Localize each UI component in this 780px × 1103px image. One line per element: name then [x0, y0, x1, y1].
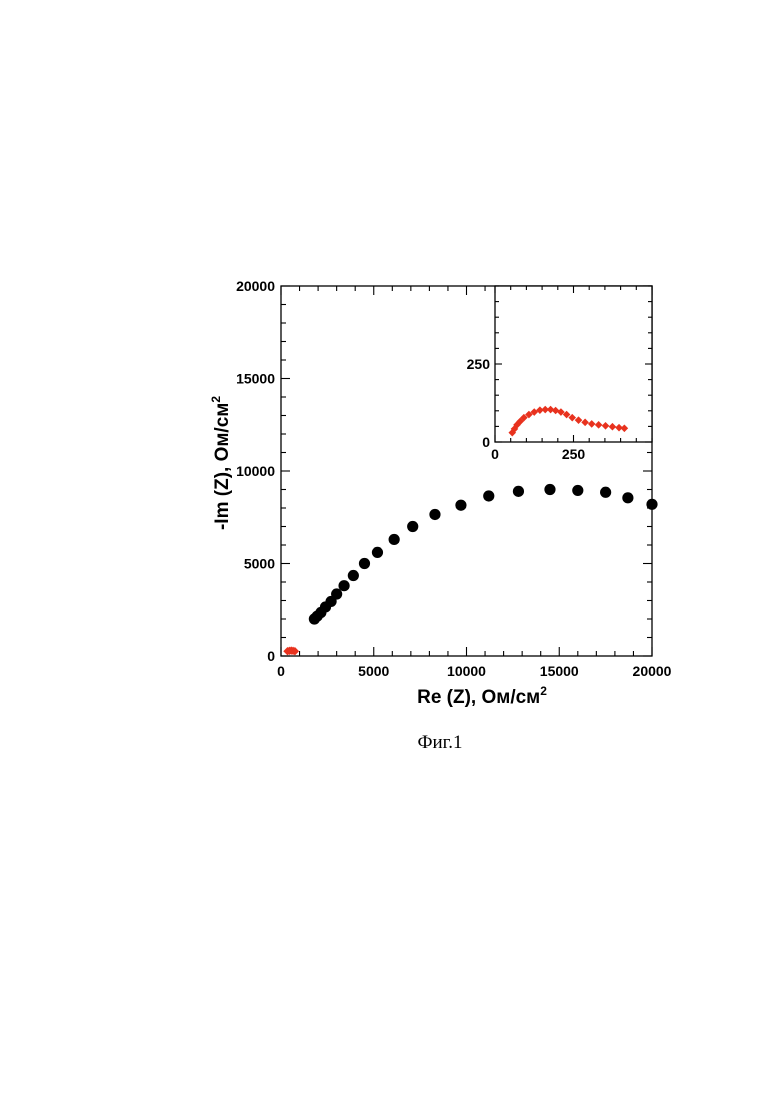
- main-x-tick-label: 20000: [633, 663, 672, 679]
- main-data-marks: [283, 484, 657, 655]
- main-data-point: [483, 490, 494, 501]
- main-x-tick-label: 15000: [540, 663, 579, 679]
- y-axis-title-superscript: 2: [209, 396, 223, 403]
- inset-y-tick-label: 250: [467, 356, 491, 372]
- main-data-point: [513, 486, 524, 497]
- main-data-point: [622, 492, 633, 503]
- main-data-point: [407, 521, 418, 532]
- main-data-point: [572, 485, 583, 496]
- main-y-tick-label: 20000: [236, 278, 275, 294]
- main-data-point: [389, 534, 400, 545]
- figure-caption: Фиг.1: [417, 732, 462, 753]
- main-y-tick-label: 10000: [236, 463, 275, 479]
- x-axis-title-superscript: 2: [540, 684, 547, 698]
- main-data-point: [646, 499, 657, 510]
- main-data-point: [544, 484, 555, 495]
- main-x-tick-label: 10000: [447, 663, 486, 679]
- inset-y-tick-label: 0: [482, 434, 490, 450]
- y-axis-title: -Im (Z), Ом/см2: [209, 396, 233, 530]
- x-axis-title: Re (Z), Ом/см2: [417, 684, 547, 708]
- main-data-point: [348, 570, 359, 581]
- main-data-point: [455, 500, 466, 511]
- main-y-tick-label: 0: [267, 648, 275, 664]
- inset-x-tick-label: 0: [491, 446, 499, 462]
- main-y-tick-label: 15000: [236, 371, 275, 387]
- main-data-point: [331, 588, 342, 599]
- main-x-tick-label: 0: [277, 663, 285, 679]
- main-y-tick-label: 5000: [244, 556, 275, 572]
- inset-x-tick-label: 250: [562, 446, 586, 462]
- main-data-point: [600, 487, 611, 498]
- main-data-point: [359, 558, 370, 569]
- main-data-point: [372, 547, 383, 558]
- main-data-point: [338, 580, 349, 591]
- inset-plot: 0 250 0 250: [467, 286, 652, 462]
- main-data-point: [429, 509, 440, 520]
- main-x-tick-label: 5000: [358, 663, 389, 679]
